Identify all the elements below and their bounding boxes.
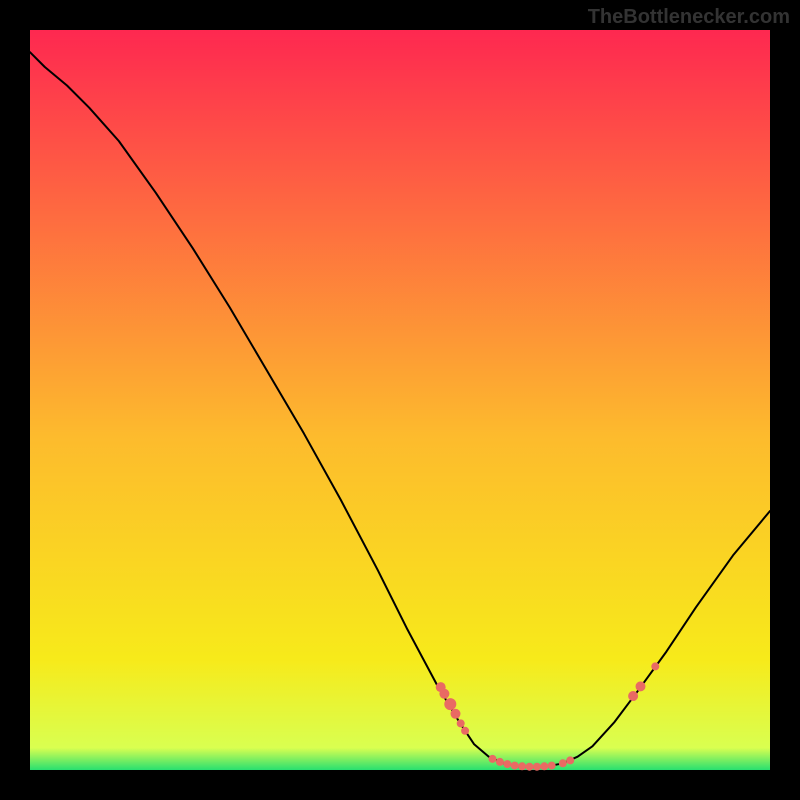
data-marker: [628, 691, 638, 701]
curve-line: [30, 52, 770, 767]
data-marker: [518, 762, 526, 770]
data-marker: [511, 762, 519, 770]
data-marker: [496, 758, 504, 766]
data-marker: [503, 760, 511, 768]
data-marker: [651, 662, 659, 670]
bottleneck-curve-chart: [0, 0, 800, 800]
data-marker: [559, 759, 567, 767]
data-marker: [444, 698, 456, 710]
data-marker: [457, 719, 465, 727]
data-marker: [461, 727, 469, 735]
data-marker: [636, 681, 646, 691]
data-marker: [540, 762, 548, 770]
data-marker: [566, 756, 574, 764]
data-marker: [533, 763, 541, 771]
data-marker: [548, 762, 556, 770]
data-marker: [526, 763, 534, 771]
data-marker: [451, 709, 461, 719]
data-marker: [489, 755, 497, 763]
watermark-text: TheBottlenecker.com: [588, 6, 790, 29]
data-marker: [439, 689, 449, 699]
